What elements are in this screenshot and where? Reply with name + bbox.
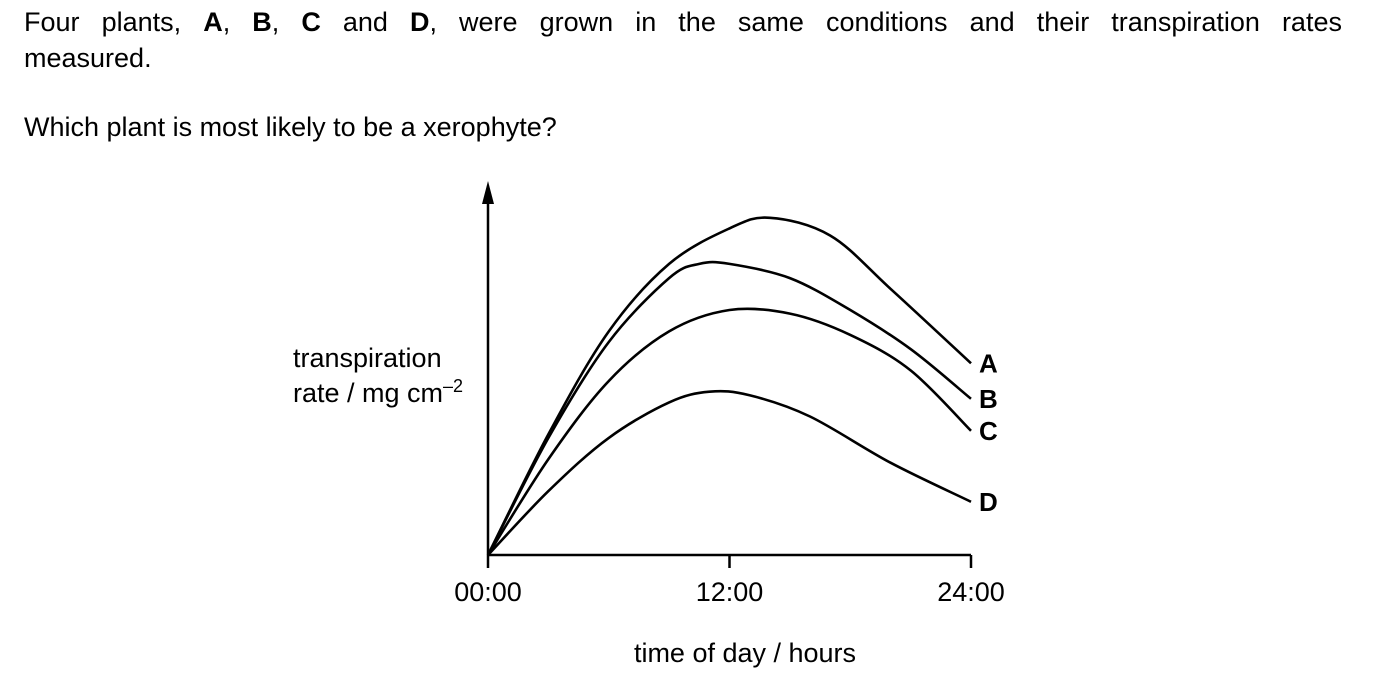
x-axis-title: time of day / hours	[634, 638, 856, 668]
y-axis-arrowhead	[482, 181, 494, 204]
question-text: Four plants, A, B, C and D, were grown i…	[24, 4, 1342, 76]
y-axis-title-unit: rate / mg cm	[293, 378, 443, 408]
question-fragment: Four plants,	[24, 7, 204, 37]
series-label-d: D	[979, 487, 998, 517]
x-ticks: 00:00 12:00 24:00	[454, 555, 1005, 607]
question-fragment: ,	[271, 7, 302, 37]
y-axis-title-line-2: rate / mg cm–2	[293, 376, 463, 408]
y-axis-title-line-1: transpiration	[293, 343, 442, 373]
series-line-b	[486, 260, 972, 556]
question-fragment: , were grown in the same conditions and …	[429, 7, 1342, 37]
series-labels: ABC D	[979, 348, 998, 516]
plant-c-ref: C	[301, 7, 321, 37]
plant-d-ref: D	[409, 7, 430, 37]
series-label-a: A	[979, 348, 998, 378]
series-line-a	[486, 216, 972, 556]
series-line-d	[487, 389, 972, 556]
x-tick-label: 00:00	[454, 577, 522, 607]
series-label-b: B	[979, 384, 998, 414]
series-label-c: C	[979, 416, 998, 446]
question-fragment: ,	[222, 7, 253, 37]
plant-b-ref: B	[252, 7, 272, 37]
x-tick-label: 24:00	[937, 577, 1005, 607]
chart-axes	[482, 181, 971, 557]
question-line-1: Four plants, A, B, C and D, were grown i…	[24, 4, 1342, 40]
x-tick-label: 12:00	[696, 577, 764, 607]
plant-a-ref: A	[203, 7, 223, 37]
y-axis-title-superscript: –2	[443, 376, 463, 396]
question-fragment: and	[320, 7, 410, 37]
series-line-c	[486, 307, 972, 556]
question-prompt: Which plant is most likely to be a xerop…	[24, 112, 557, 142]
series-lines	[486, 216, 972, 556]
question-line-2: measured.	[24, 43, 152, 73]
